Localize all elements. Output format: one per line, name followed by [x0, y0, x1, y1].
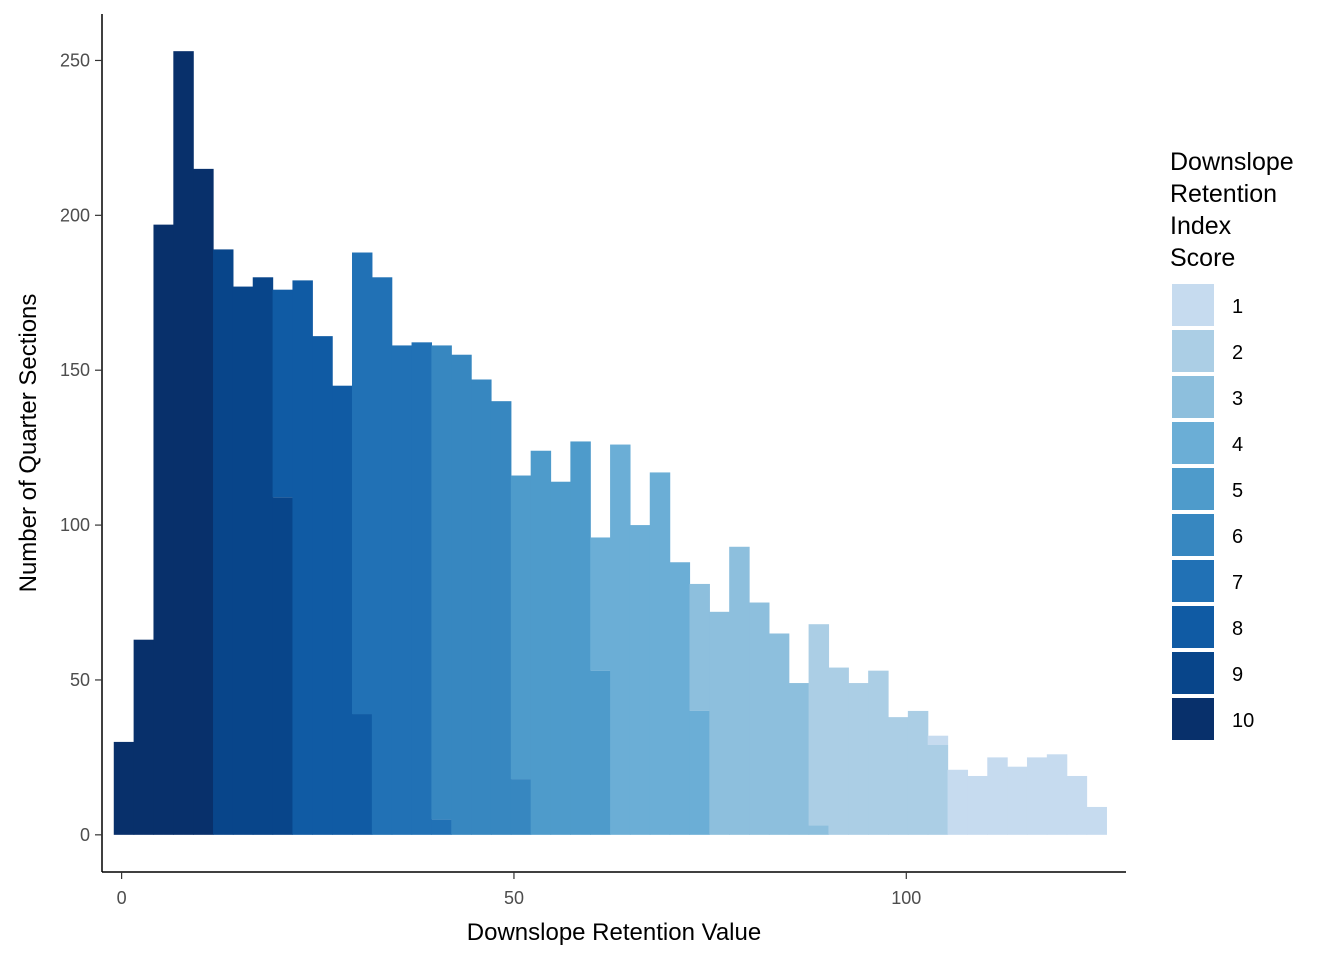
histogram-bar-24-score-4: [590, 537, 611, 671]
histogram-bar-28-score-4: [669, 562, 691, 835]
legend-label-8: 8: [1232, 618, 1243, 640]
legend-label-10: 10: [1232, 710, 1254, 732]
legend-label-9: 9: [1232, 664, 1243, 686]
histogram-bar-43-score-1: [967, 775, 988, 835]
histogram-bar-16-score-6: [431, 345, 452, 820]
legend-swatch-3: [1172, 376, 1214, 418]
histogram-bar-27-score-4: [649, 472, 671, 835]
histogram-bar-16-score-7: [431, 819, 452, 835]
histogram-bar-47-score-1: [1046, 754, 1068, 835]
histogram-bar-42-score-1: [947, 769, 969, 835]
legend-swatch-8: [1172, 606, 1214, 648]
legend-swatch-9: [1172, 652, 1214, 694]
legend-title-line: Index: [1170, 212, 1232, 240]
y-tick-label: 0: [80, 825, 90, 845]
histogram-bar-46-score-1: [1026, 757, 1048, 835]
histogram-bar-31-score-3: [729, 546, 750, 835]
histogram-bar-8-score-8: [272, 289, 294, 498]
y-tick-label: 100: [60, 515, 90, 535]
histogram-bar-14-score-7: [391, 345, 413, 835]
histogram-bar-41-score-1: [927, 735, 949, 745]
histogram-bar-48-score-1: [1066, 775, 1088, 835]
histogram-bar-1-score-10: [133, 639, 155, 835]
histogram-bar-17-score-6: [451, 354, 472, 835]
histogram-bar-21-score-5: [530, 450, 552, 835]
histogram-bar-30-score-3: [709, 611, 730, 835]
legend-swatch-7: [1172, 560, 1214, 602]
legend-title-line: Downslope: [1170, 148, 1294, 176]
legend-swatch-1: [1172, 284, 1214, 326]
histogram-bar-33-score-3: [768, 633, 790, 835]
x-axis-ticks: 0 50 100: [117, 872, 921, 908]
legend-title-line: Score: [1170, 244, 1235, 272]
legend-swatch-2: [1172, 330, 1214, 372]
histogram-bar-20-score-5: [510, 475, 532, 780]
histogram-bar-23-score-5: [570, 441, 591, 835]
histogram-bar-8-score-9: [272, 497, 294, 835]
histogram-bar-13-score-7: [371, 277, 393, 835]
histogram-bar-41-score-2: [927, 745, 949, 835]
histogram-bar-34-score-3: [788, 683, 810, 835]
legend-label-3: 3: [1232, 388, 1243, 410]
legend-label-4: 4: [1232, 434, 1243, 456]
histogram-bar-40-score-2: [907, 710, 929, 835]
histogram-bar-18-score-6: [471, 379, 492, 835]
legend-swatch-4: [1172, 422, 1214, 464]
histogram-bar-3-score-10: [173, 51, 194, 835]
histogram-bar-45-score-1: [1007, 766, 1028, 835]
histogram-bar-15-score-7: [411, 342, 432, 835]
histogram-bar-35-score-3: [808, 825, 830, 835]
x-tick-label: 50: [504, 888, 524, 908]
histogram-bar-44-score-1: [987, 757, 1008, 835]
y-tick-label: 200: [60, 205, 90, 225]
histogram-bar-38-score-2: [868, 670, 889, 835]
legend: Downslope Retention Index Score 1 2 3 4 5 6 7 8 9 10: [1170, 148, 1294, 740]
legend-title-line: Retention: [1170, 180, 1277, 208]
histogram-bar-7-score-9: [252, 277, 274, 835]
histogram-bar-49-score-1: [1086, 806, 1107, 835]
histogram-bar-19-score-6: [490, 401, 512, 835]
histogram-bar-29-score-3: [689, 583, 710, 711]
legend-label-1: 1: [1232, 296, 1243, 318]
histogram-bar-26-score-4: [629, 525, 651, 835]
y-axis-title: Number of Quarter Sections: [15, 294, 42, 593]
y-tick-label: 150: [60, 360, 90, 380]
y-tick-label: 50: [70, 670, 90, 690]
histogram-bar-39-score-2: [888, 717, 909, 835]
histogram-bars: [113, 51, 1107, 835]
histogram-bar-2-score-10: [153, 224, 174, 835]
legend-swatch-10: [1172, 698, 1214, 740]
legend-label-6: 6: [1232, 526, 1243, 548]
histogram-bar-35-score-2: [808, 624, 830, 826]
legend-swatch-5: [1172, 468, 1214, 510]
histogram-bar-37-score-2: [848, 683, 869, 835]
legend-label-7: 7: [1232, 572, 1243, 594]
histogram-bar-25-score-4: [610, 444, 631, 835]
histogram-bar-24-score-5: [590, 670, 611, 835]
legend-label-5: 5: [1232, 480, 1243, 502]
histogram-bar-11-score-8: [332, 385, 353, 835]
histogram-bar-20-score-6: [510, 779, 532, 835]
x-tick-label: 0: [117, 888, 127, 908]
histogram-bar-0-score-10: [113, 741, 135, 835]
histogram-bar-22-score-5: [550, 481, 571, 835]
histogram-bar-4-score-10: [193, 168, 214, 835]
y-axis-ticks: 0 50 100 150 200 250: [60, 50, 102, 845]
histogram-bar-29-score-4: [689, 710, 710, 835]
histogram-bar-12-score-7: [352, 252, 373, 715]
histogram-bar-32-score-3: [749, 602, 770, 835]
legend-label-2: 2: [1232, 342, 1243, 364]
histogram-bar-36-score-2: [828, 667, 849, 835]
x-tick-label: 100: [891, 888, 921, 908]
histogram-bar-5-score-9: [213, 249, 234, 835]
legend-swatch-6: [1172, 514, 1214, 556]
histogram-bar-10-score-8: [312, 336, 333, 835]
histogram-bar-6-score-9: [232, 286, 254, 835]
y-tick-label: 250: [60, 50, 90, 70]
histogram-bar-12-score-8: [352, 714, 373, 835]
histogram-bar-9-score-8: [292, 280, 313, 835]
x-axis-title: Downslope Retention Value: [467, 919, 761, 946]
